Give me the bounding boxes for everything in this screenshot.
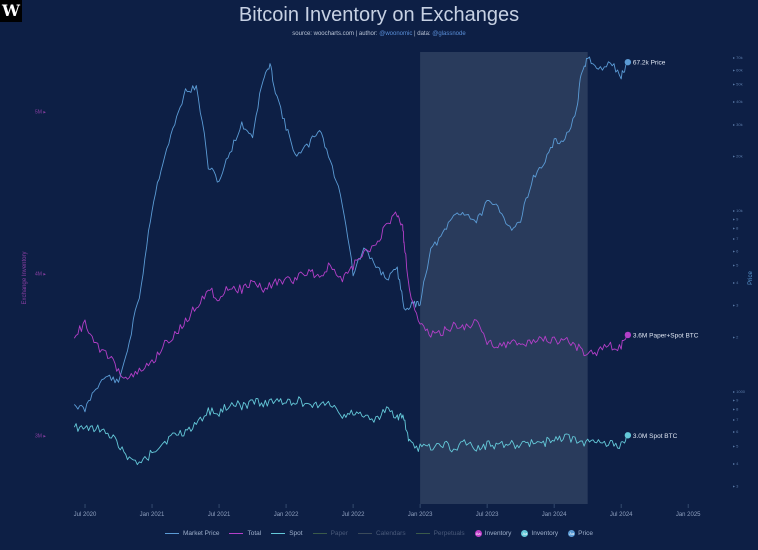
legend-item-perpetuals[interactable]: Perpetuals [415, 530, 465, 538]
legend-dot-icon: Aa [568, 530, 576, 537]
right-tick-label: ▸ 7 [733, 236, 739, 241]
right-tick-label: ▸ 3 [733, 303, 739, 308]
series-end-dot-price [624, 58, 632, 66]
left-tick-label: 5M ▸ [35, 110, 46, 116]
x-tick-label: Jul 2020 [74, 512, 97, 518]
source-link[interactable]: woocharts.com [313, 31, 354, 37]
source-prefix: source: [292, 31, 314, 37]
legend-item-spot[interactable]: Spot [271, 530, 303, 538]
series-end-label-price: 67.2k Price [633, 60, 666, 67]
right-tick-label: ▸ 40k [733, 99, 743, 104]
legend-item-calendars[interactable]: Calendars [357, 530, 406, 538]
x-tick-label: Jan 2021 [140, 512, 165, 518]
series-end-label-spot: 3.0M Spot BTC [633, 433, 678, 440]
chart-title: Bitcoin Inventory on Exchanges [238, 4, 520, 26]
series-end-dot-spot [624, 432, 632, 439]
right-tick-label: ▸ 8 [733, 226, 739, 231]
right-tick-label: ▸ 10k [733, 208, 743, 213]
right-tick-label: ▸ 4 [733, 461, 739, 466]
legend-item-aa_price[interactable]: Aa Price [568, 530, 593, 537]
data-prefix: | data: [412, 31, 433, 37]
right-tick-label: ▸ 20k [733, 154, 743, 159]
right-tick-label: ▸ 7 [733, 417, 739, 422]
legend-item-total[interactable]: Total [229, 530, 261, 537]
right-tick-label: ▸ 1000 [733, 389, 746, 394]
legend-swatch [229, 532, 244, 534]
author-link[interactable]: @woonomic [379, 31, 413, 37]
x-tick-label: Jul 2021 [208, 512, 231, 518]
right-tick-label: ▸ 5 [733, 263, 739, 268]
x-tick-label: Jul 2023 [476, 512, 499, 518]
right-tick-label: ▸ 70k [733, 55, 743, 60]
x-tick-label: Jul 2024 [610, 512, 633, 518]
right-tick-label: ▸ 60k [733, 67, 743, 72]
data-source-link[interactable]: @glassnode [432, 31, 466, 37]
legend-label: Market Price [183, 530, 220, 538]
legend-label: Total [247, 530, 262, 538]
legend-label: Perpetuals [433, 530, 465, 538]
legend-swatch [312, 532, 327, 534]
chart-subtitle: source: woocharts.com | author: @woonomi… [0, 31, 758, 37]
right-tick-label: ▸ 2 [733, 335, 739, 340]
right-tick-label: ▸ 3 [733, 484, 739, 489]
right-tick-label: ▸ 9 [733, 397, 739, 402]
left-axis-label: Exchange Inventory [22, 251, 28, 304]
legend-dot-icon: Aa [521, 530, 529, 537]
legend-label: Inventory [531, 530, 559, 538]
legend-label: Price [578, 530, 593, 538]
legend-item-paper[interactable]: Paper [312, 530, 348, 538]
legend-label: Calendars [375, 530, 406, 538]
legend-item-aa_inventory_1[interactable]: Aa Inventory [474, 530, 512, 538]
x-tick-label: Jan 2025 [676, 512, 701, 518]
legend-item-market[interactable]: Market Price [165, 530, 219, 537]
right-tick-label: ▸ 6 [733, 429, 739, 434]
legend-label: Inventory [484, 530, 512, 538]
x-tick-label: Jan 2024 [542, 512, 567, 518]
legend-swatch [415, 532, 430, 534]
right-tick-label: ▸ 8 [733, 407, 739, 412]
right-tick-label: ▸ 9 [733, 216, 739, 221]
series-line-total [73, 211, 629, 380]
legend-item-aa_inventory_2[interactable]: Aa Inventory [521, 530, 558, 537]
left-tick-label: 4M ▸ [35, 271, 46, 277]
chart-legend: Market Price Total Spot Paper Calendars Perpe… [0, 530, 758, 537]
woocharts-logo: W [0, 0, 22, 22]
legend-label: Paper [330, 530, 348, 538]
highlight-region [420, 52, 588, 504]
x-tick-label: Jul 2022 [342, 512, 365, 518]
series-end-dot-total [624, 331, 632, 339]
legend-swatch [165, 532, 179, 534]
legend-label: Spot [289, 530, 303, 538]
series-line-spot [73, 396, 629, 466]
x-tick-label: Jan 2022 [274, 512, 299, 518]
legend-dot-icon: Aa [474, 530, 482, 537]
right-tick-label: ▸ 30k [733, 122, 743, 127]
right-tick-label: ▸ 6 [733, 248, 739, 253]
right-tick-label: ▸ 5 [733, 444, 739, 449]
right-tick-label: ▸ 4 [733, 280, 739, 285]
legend-swatch [357, 532, 372, 534]
left-tick-label: 3M ▸ [35, 433, 46, 439]
right-axis-label: Price [748, 271, 754, 285]
series-end-label-total: 3.6M Paper+Spot BTC [633, 332, 699, 339]
author-prefix: | author: [353, 31, 380, 37]
legend-swatch [271, 532, 286, 534]
right-tick-label: ▸ 50k [733, 82, 743, 87]
x-tick-label: Jan 2023 [408, 512, 433, 518]
